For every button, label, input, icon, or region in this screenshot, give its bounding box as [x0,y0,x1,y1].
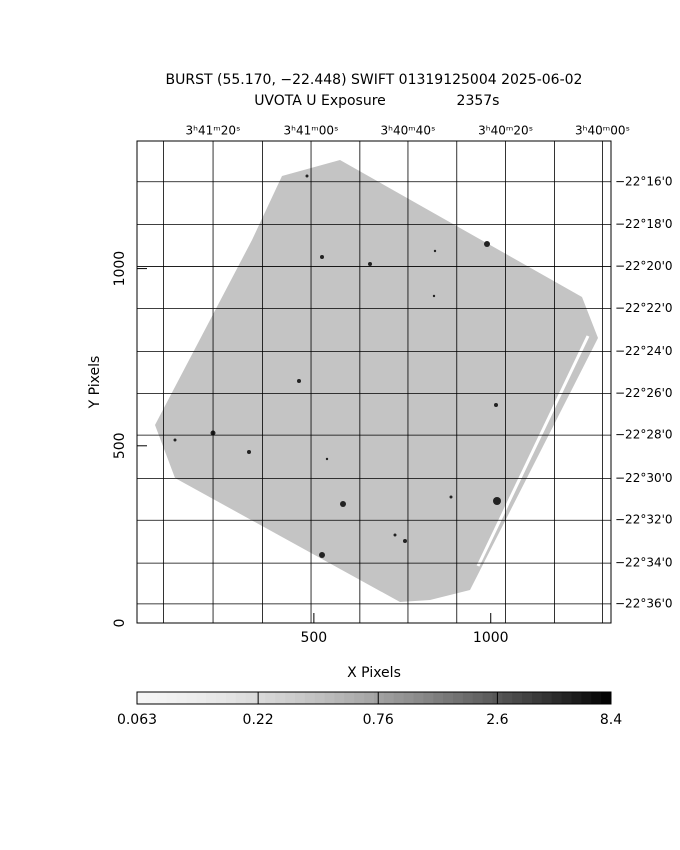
x-tick-label: 1000 [473,630,509,646]
colorbar-segment [245,692,256,704]
colorbar-segment [364,692,375,704]
colorbar-segment [551,692,563,704]
colorbar-segment [561,692,572,704]
right-tick-label: −22°22'0 [615,301,673,315]
right-tick-label: −22°26'0 [615,386,673,400]
colorbar-segment [334,692,345,704]
colorbar-segment [482,692,493,704]
colorbar-segment [344,692,355,704]
colorbar-tick-label: 0.063 [117,712,157,728]
colorbar-segment [255,692,266,704]
y-tick-label: 1000 [112,251,128,287]
colorbar-segment [196,692,207,704]
colorbar-segment [383,692,395,704]
y-tick-label: 500 [112,432,128,459]
colorbar-tick-label: 0.76 [363,712,394,728]
colorbar-segment [137,692,148,704]
colorbar-segment [314,692,326,704]
top-tick-label: 3ʰ40ᵐ00ˢ [575,124,630,138]
right-tick-label: −22°20'0 [615,259,673,273]
colorbar-segment [235,692,247,704]
y-tick-label: 0 [112,619,128,628]
colorbar-segment [423,692,434,704]
top-tick-label: 3ʰ40ᵐ20ˢ [478,124,533,138]
y-axis-label: Y Pixels [87,356,103,410]
colorbar-segment [156,692,168,704]
right-tick-label: −22°24'0 [615,344,673,358]
colorbar-segment [443,692,454,704]
colorbar-segment [146,692,158,704]
colorbar-segment [275,692,286,704]
plot-frame [136,140,612,624]
colorbar-tick-label: 8.4 [600,712,622,728]
colorbar-segment [413,692,424,704]
colorbar-segment [354,692,365,704]
x-tick-label: 500 [300,630,327,646]
colorbar-segment [403,692,414,704]
image-footprint [155,160,598,602]
colorbar-segment [225,692,237,704]
right-tick-label: −22°16'0 [615,174,673,188]
colorbar-segment [393,692,405,704]
top-tick-label: 3ʰ41ᵐ00ˢ [284,124,339,138]
colorbar-segment [324,692,335,704]
colorbar-segment [591,692,602,704]
colorbar-segment [453,692,464,704]
right-tick-label: −22°30'0 [615,471,673,485]
colorbar-segment [176,692,187,704]
colorbar-segment [462,692,474,704]
colorbar-segment [216,692,227,704]
sources [173,174,501,558]
chart-title: BURST (55.170, −22.448) SWIFT 0131912500… [166,72,583,88]
colorbar-segment [186,692,197,704]
colorbar-segment [601,692,612,704]
colorbar-tick-label: 0.22 [243,712,274,728]
right-tick-label: −22°34'0 [615,556,673,570]
colorbar-segment [374,692,385,704]
colorbar-segment [581,692,592,704]
colorbar-segment [295,692,306,704]
exposure-image [155,160,598,602]
right-tick-label: −22°18'0 [615,217,673,231]
colorbar-segment [433,692,444,704]
image-stripe [476,335,590,567]
colorbar-segment [502,692,513,704]
x-axis-label: X Pixels [347,665,401,681]
colorbar-segment [532,692,543,704]
colorbar-segment [472,692,484,704]
colorbar-segment [541,692,553,704]
top-tick-label: 3ʰ40ᵐ40ˢ [380,124,435,138]
top-tick-label: 3ʰ41ᵐ20ˢ [186,124,241,138]
exposure: 2357s [457,93,500,109]
colorbar-segment [206,692,217,704]
right-tick-label: −22°36'0 [615,596,673,610]
colorbar-segment [304,692,316,704]
colorbar-segment [166,692,177,704]
colorbar-segment [571,692,582,704]
right-tick-label: −22°32'0 [615,513,673,527]
colorbar-segment [512,692,523,704]
colorbar-tick-label: 2.6 [486,712,508,728]
right-tick-label: −22°28'0 [615,428,673,442]
colorbar-segment [522,692,533,704]
chart-subtitle: UVOTA U Exposure [254,93,386,109]
colorbar-segment [265,692,276,704]
colorbar-segment [285,692,296,704]
